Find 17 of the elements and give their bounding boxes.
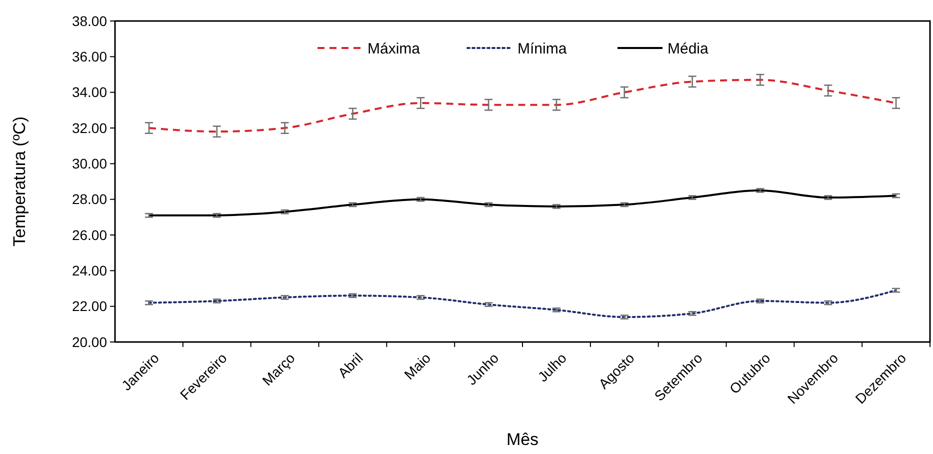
y-tick-label: 28.00	[72, 191, 108, 208]
y-tick-label: 36.00	[72, 48, 108, 65]
y-tick-label: 22.00	[72, 298, 108, 314]
y-tick-label: 30.00	[72, 156, 108, 172]
x-axis-title: Mês	[506, 430, 539, 449]
legend-label: Média	[668, 40, 710, 58]
y-tick-label: 32.00	[72, 120, 108, 136]
y-tick-label: 24.00	[72, 262, 108, 279]
y-tick-label: 20.00	[72, 334, 108, 350]
line-series	[148, 189, 898, 216]
y-axis-title: Temperatura (ºC)	[10, 116, 29, 246]
line-series	[148, 289, 898, 318]
legend-label: Mínima	[518, 40, 568, 58]
y-tick-label: 38.00	[72, 12, 108, 29]
y-tick-label: 26.00	[72, 226, 108, 243]
legend-label: Máxima	[368, 40, 421, 58]
y-tick-label: 34.00	[72, 84, 108, 100]
